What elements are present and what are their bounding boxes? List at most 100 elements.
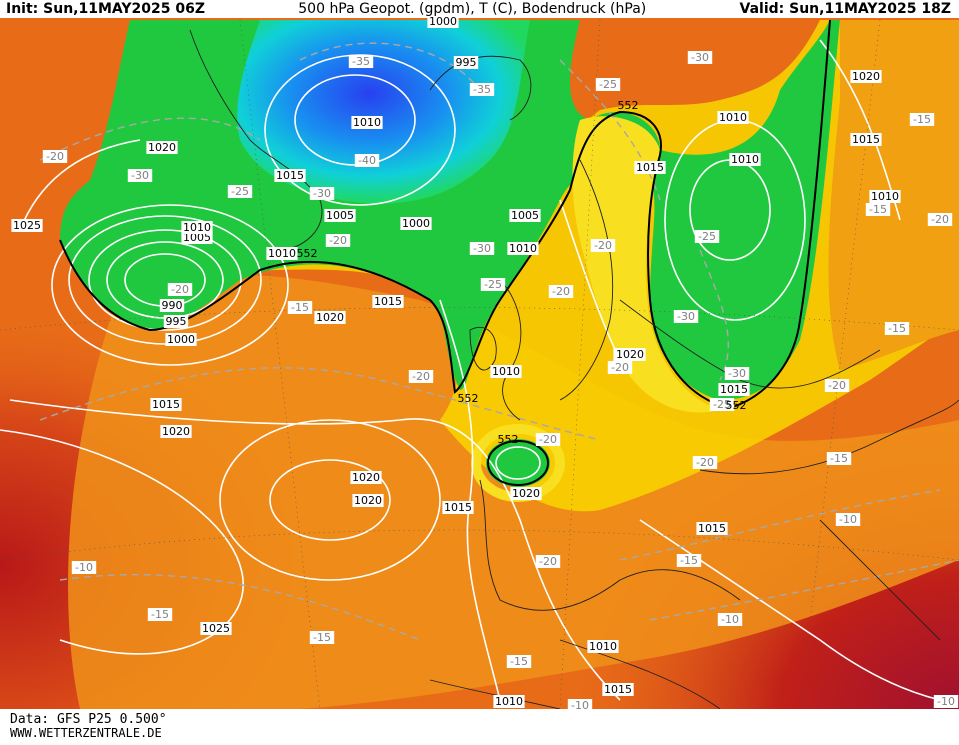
isobar-label-text: 1020 (616, 348, 644, 361)
temperature-label-text: -30 (728, 367, 746, 380)
isobar-label: 1020 (614, 348, 646, 361)
temperature-label-text: -10 (75, 561, 93, 574)
temperature-label: -30 (724, 367, 750, 380)
isobar-label-box (718, 383, 750, 396)
isobar-label: 1015 (602, 683, 634, 696)
isobar-label-text: 1010 (589, 640, 617, 653)
coastlines (189, 29, 959, 710)
isobar-label: 1010 (351, 116, 383, 129)
temperature-label: -10 (933, 695, 959, 708)
isobar-label-text: 1015 (852, 133, 880, 146)
temperature-label-box (676, 554, 702, 567)
isobar-label-box (150, 398, 182, 411)
temperature-label-text: -20 (539, 555, 557, 568)
temperature-label-box (127, 169, 153, 182)
isobar-label-box (350, 471, 382, 484)
temperature-label-box (535, 433, 561, 446)
temperature-label: -25 (595, 78, 621, 91)
temperature-label-box (167, 283, 193, 296)
isobar-labels: 1000995101010151020100510001005101010251… (11, 15, 901, 708)
temperature-label-box (595, 78, 621, 91)
website-credit: WWW.WETTERZENTRALE.DE (10, 726, 162, 740)
isobar-label: 1010 (181, 221, 213, 234)
temperature-label-box (535, 555, 561, 568)
isobar-label-text: 1020 (512, 487, 540, 500)
isobar-label-box (352, 494, 384, 507)
temperature-label-text: -20 (539, 433, 557, 446)
isobar-label: 1000 (427, 15, 459, 28)
isobar-label-box (400, 217, 432, 230)
geopotential-label: 552 (297, 247, 318, 260)
isobar-label: 1020 (350, 471, 382, 484)
temperature-label: -10 (717, 613, 743, 626)
temperature-label-box (687, 51, 713, 64)
data-source-label: Data: GFS P25 0.500° (10, 712, 167, 727)
isobar-label-box (614, 348, 646, 361)
temperature-label-text: -20 (828, 379, 846, 392)
isobar-label: 1025 (11, 219, 43, 232)
temperature-label-text: -15 (151, 608, 169, 621)
temperature-label: -15 (826, 452, 852, 465)
temperature-label: -25 (480, 278, 506, 291)
temperature-label-box (865, 203, 891, 216)
geopotential-label: 552 (498, 433, 519, 446)
isobar-label: 1010 (266, 247, 298, 260)
temperature-label-box (694, 230, 720, 243)
geopotential-552-contour (59, 19, 831, 486)
temperature-label-box (548, 285, 574, 298)
geopotential-label-text: 552 (297, 247, 318, 260)
temperature-label-text: -25 (599, 78, 617, 91)
temperature-label-box (724, 367, 750, 380)
isobar-label-box (869, 190, 901, 203)
temperature-label-box (826, 452, 852, 465)
isobar-label: 1010 (507, 242, 539, 255)
isotherms (39, 42, 959, 641)
temperature-label: -25 (694, 230, 720, 243)
isobar-label-text: 1015 (720, 383, 748, 396)
isobar-label-text: 990 (162, 299, 183, 312)
temperature-label: -40 (354, 154, 380, 167)
isobar-label-text: 1020 (162, 425, 190, 438)
isobar-label-text: 1020 (316, 311, 344, 324)
isobar-label: 1005 (509, 209, 541, 222)
temperature-label-box (71, 561, 97, 574)
isobar-label-box (442, 501, 474, 514)
isobar-label-box (696, 522, 728, 535)
temperature-label: -20 (824, 379, 850, 392)
temperature-label: -10 (567, 699, 593, 712)
geopotential-label: 552 (726, 399, 747, 412)
temperature-label-text: -20 (931, 213, 949, 226)
temperature-label-text: -20 (412, 370, 430, 383)
temperature-label-text: -20 (552, 285, 570, 298)
geopotential-label-text: 552 (458, 392, 479, 405)
temperature-label: -15 (506, 655, 532, 668)
isobar-label-box (314, 311, 346, 324)
isobar-label: 1010 (490, 365, 522, 378)
temperature-label-box (325, 234, 351, 247)
temperature-label: -15 (884, 322, 910, 335)
temperature-label: -20 (167, 283, 193, 296)
isobar-label-text: 1020 (852, 70, 880, 83)
isobar-label-text: 1015 (374, 295, 402, 308)
temperature-label-text: -30 (691, 51, 709, 64)
isobar-label: 1020 (146, 141, 178, 154)
temperature-label-text: -30 (473, 242, 491, 255)
isobar-label-box (181, 231, 213, 244)
temperature-label: -10 (71, 561, 97, 574)
geopotential-label: 552 (618, 99, 639, 112)
isobar-label-text: 1010 (492, 365, 520, 378)
temperature-label-box (42, 150, 68, 163)
temperature-label: -15 (147, 608, 173, 621)
isobar-label-box (507, 242, 539, 255)
cutoff-low-green (486, 439, 550, 487)
isobar-label: 1000 (165, 333, 197, 346)
isobar-label: 1015 (718, 383, 750, 396)
isobar-label: 1010 (729, 153, 761, 166)
temperature-label-text: -15 (313, 631, 331, 644)
isobar-label-box (165, 333, 197, 346)
temperature-label-text: -30 (313, 187, 331, 200)
isobar-label-text: 1005 (511, 209, 539, 222)
isobar-label-box (324, 209, 356, 222)
isobar-label-box (602, 683, 634, 696)
